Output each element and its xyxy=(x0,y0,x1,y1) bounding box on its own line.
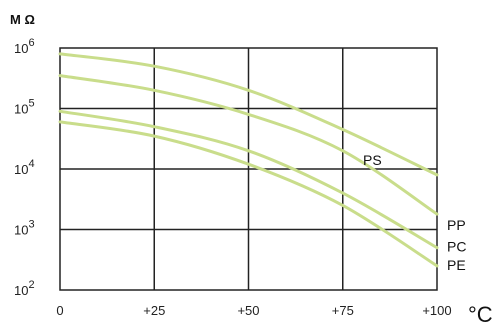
x-axis-unit: °C xyxy=(468,302,493,327)
y-tick-label: 104 xyxy=(14,158,35,177)
y-tick-label: 105 xyxy=(14,98,35,117)
series-label-pc: PC xyxy=(447,239,466,255)
x-tick-label: +25 xyxy=(143,303,165,318)
data-lines xyxy=(58,52,439,268)
x-tick-label: +75 xyxy=(332,303,354,318)
series-line-pe xyxy=(58,120,439,268)
x-tick-label: 0 xyxy=(56,303,63,318)
labels: PS PP PC PE 0 +25 +50 +75 +100 102 103 104 105 106 M Ω… xyxy=(10,12,493,327)
series-line-pc xyxy=(58,109,439,250)
x-tick-label: +100 xyxy=(422,303,451,318)
y-tick-label: 106 xyxy=(14,37,35,56)
y-axis-label: M Ω xyxy=(10,12,35,27)
y-tick-label: 103 xyxy=(14,219,35,238)
series-label-ps: PS xyxy=(363,152,382,168)
x-tick-label: +50 xyxy=(237,303,259,318)
y-tick-label: 102 xyxy=(14,279,35,298)
series-label-pp: PP xyxy=(447,217,466,233)
series-label-pe: PE xyxy=(447,257,466,273)
series-line-pp xyxy=(58,74,439,216)
series-line-ps xyxy=(58,52,439,177)
